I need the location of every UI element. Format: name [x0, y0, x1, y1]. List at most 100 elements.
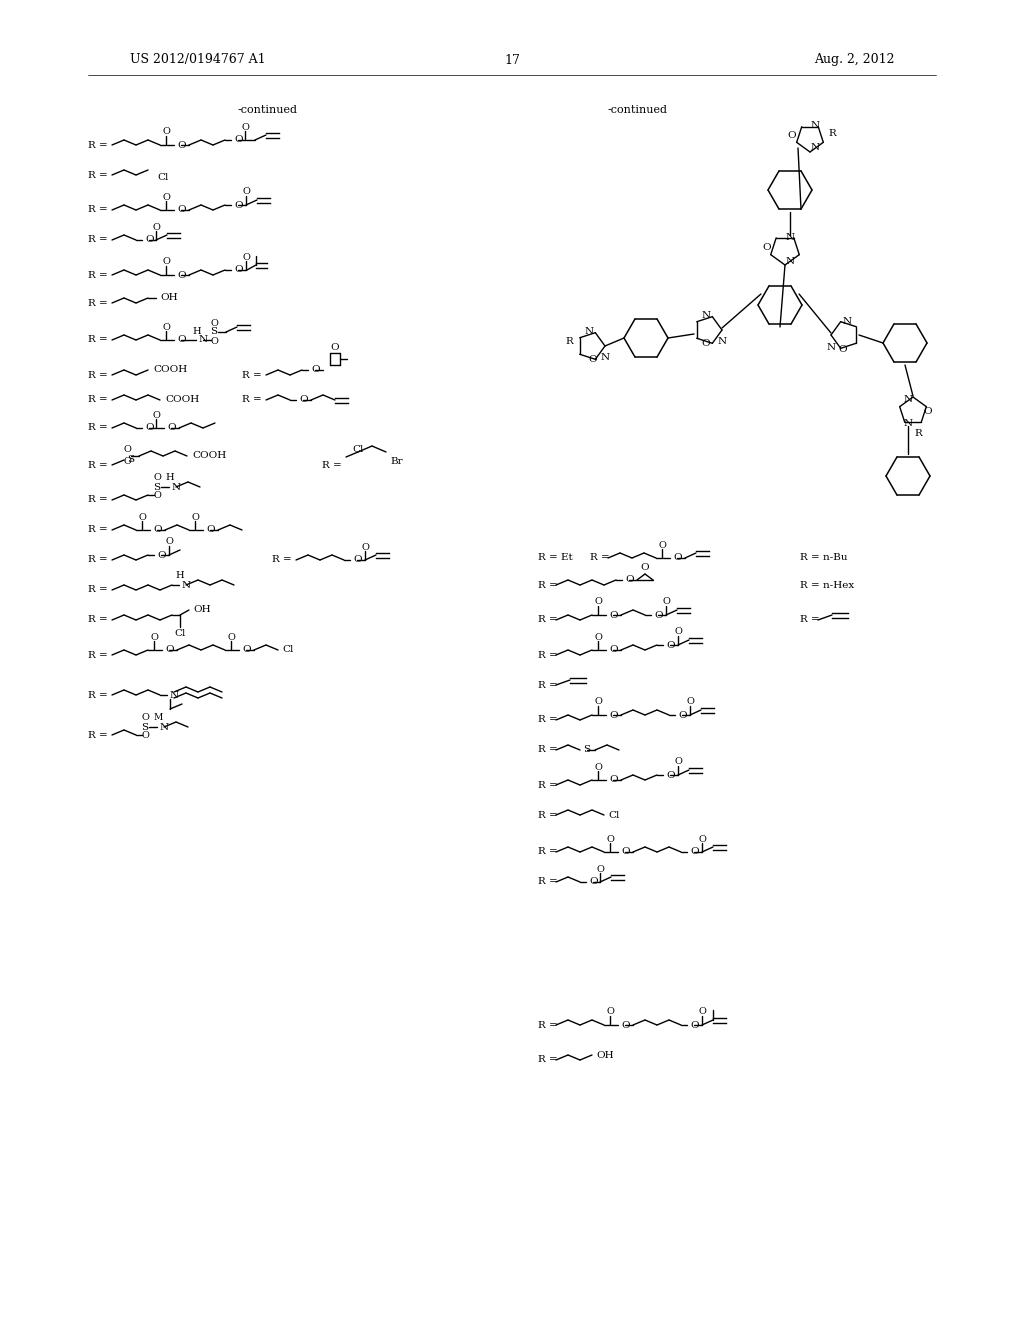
Text: O: O — [234, 265, 243, 275]
Text: R =: R = — [538, 681, 558, 689]
Text: O: O — [589, 355, 597, 364]
Text: N: N — [903, 418, 912, 428]
Text: R =: R = — [243, 371, 262, 380]
Text: S: S — [141, 722, 148, 731]
Text: O: O — [167, 424, 176, 433]
Text: R =: R = — [323, 461, 342, 470]
Text: O: O — [234, 136, 243, 144]
Text: O: O — [589, 878, 598, 887]
Text: Br: Br — [390, 458, 402, 466]
Text: O: O — [763, 243, 771, 252]
Text: R =: R = — [538, 746, 558, 755]
Text: O: O — [609, 610, 617, 619]
Text: R =: R = — [88, 495, 108, 504]
Text: R =: R = — [88, 424, 108, 433]
Text: R =: R = — [272, 556, 292, 565]
Text: O: O — [690, 1020, 698, 1030]
Text: N: N — [160, 722, 169, 731]
Text: O: O — [206, 525, 215, 535]
Text: O: O — [162, 322, 170, 331]
Text: O: O — [177, 335, 185, 345]
Text: R = Et: R = Et — [538, 553, 572, 562]
Text: OH: OH — [193, 606, 211, 615]
Text: O: O — [210, 318, 218, 327]
Text: O: O — [165, 537, 173, 546]
Text: COOH: COOH — [153, 366, 187, 375]
Text: R =: R = — [88, 298, 108, 308]
Text: O: O — [123, 446, 131, 454]
Text: R =: R = — [88, 730, 108, 739]
Text: R =: R = — [538, 810, 558, 820]
Text: O: O — [674, 758, 682, 767]
Text: O: O — [162, 257, 170, 267]
Text: O: O — [690, 847, 698, 857]
Text: O: O — [641, 564, 649, 573]
Text: O: O — [177, 271, 185, 280]
Text: N: N — [785, 234, 795, 243]
Text: O: O — [153, 474, 161, 483]
Text: R =: R = — [88, 690, 108, 700]
Text: O: O — [191, 512, 199, 521]
Text: R =: R = — [538, 780, 558, 789]
Text: N: N — [810, 121, 819, 131]
Text: R =: R = — [88, 556, 108, 565]
Text: S: S — [211, 327, 217, 337]
Text: R: R — [914, 429, 922, 437]
Text: O: O — [625, 576, 634, 585]
Text: Aug. 2, 2012: Aug. 2, 2012 — [814, 54, 895, 66]
Text: Cl: Cl — [157, 173, 168, 181]
Text: R =: R = — [800, 615, 820, 624]
Text: US 2012/0194767 A1: US 2012/0194767 A1 — [130, 54, 265, 66]
Text: Cl: Cl — [608, 810, 620, 820]
Text: O: O — [658, 540, 666, 549]
Text: R =: R = — [88, 371, 108, 380]
Text: R =: R = — [88, 206, 108, 214]
Text: R: R — [565, 337, 573, 346]
Text: O: O — [145, 424, 154, 433]
Text: R: R — [828, 128, 836, 137]
Text: O: O — [609, 776, 617, 784]
Text: COOH: COOH — [165, 396, 200, 404]
Text: O: O — [666, 640, 675, 649]
Text: O: O — [234, 201, 243, 210]
Text: O: O — [210, 337, 218, 346]
Text: O: O — [594, 598, 602, 606]
Text: N: N — [199, 335, 208, 345]
Text: N: N — [810, 144, 819, 153]
Text: O: O — [839, 345, 847, 354]
Text: R =: R = — [538, 581, 558, 590]
Text: O: O — [177, 140, 185, 149]
Text: O: O — [165, 645, 174, 655]
Text: R =: R = — [88, 396, 108, 404]
Text: O: O — [609, 710, 617, 719]
Text: O: O — [663, 598, 670, 606]
Text: O: O — [242, 252, 250, 261]
Text: O: O — [654, 610, 663, 619]
Text: O: O — [242, 645, 251, 655]
Text: 17: 17 — [504, 54, 520, 66]
Text: O: O — [596, 865, 604, 874]
Text: N: N — [182, 581, 191, 590]
Text: N: N — [718, 338, 727, 346]
Text: R = n-Hex: R = n-Hex — [800, 581, 854, 590]
Text: R =: R = — [538, 715, 558, 725]
Text: O: O — [701, 339, 711, 348]
Text: N: N — [903, 395, 912, 404]
Text: R =: R = — [88, 615, 108, 624]
Text: O: O — [361, 543, 369, 552]
Text: O: O — [698, 1007, 706, 1016]
Text: O: O — [141, 731, 148, 741]
Text: R =: R = — [590, 553, 609, 562]
Text: N: N — [826, 342, 836, 351]
Text: R =: R = — [88, 525, 108, 535]
Text: O: O — [157, 550, 166, 560]
Text: O: O — [162, 128, 170, 136]
Text: O: O — [353, 556, 361, 565]
Text: R =: R = — [88, 651, 108, 660]
Text: O: O — [787, 132, 797, 140]
Text: S: S — [127, 455, 134, 465]
Text: O: O — [138, 512, 146, 521]
Text: O: O — [311, 366, 319, 375]
Text: O: O — [698, 834, 706, 843]
Text: O: O — [299, 396, 307, 404]
